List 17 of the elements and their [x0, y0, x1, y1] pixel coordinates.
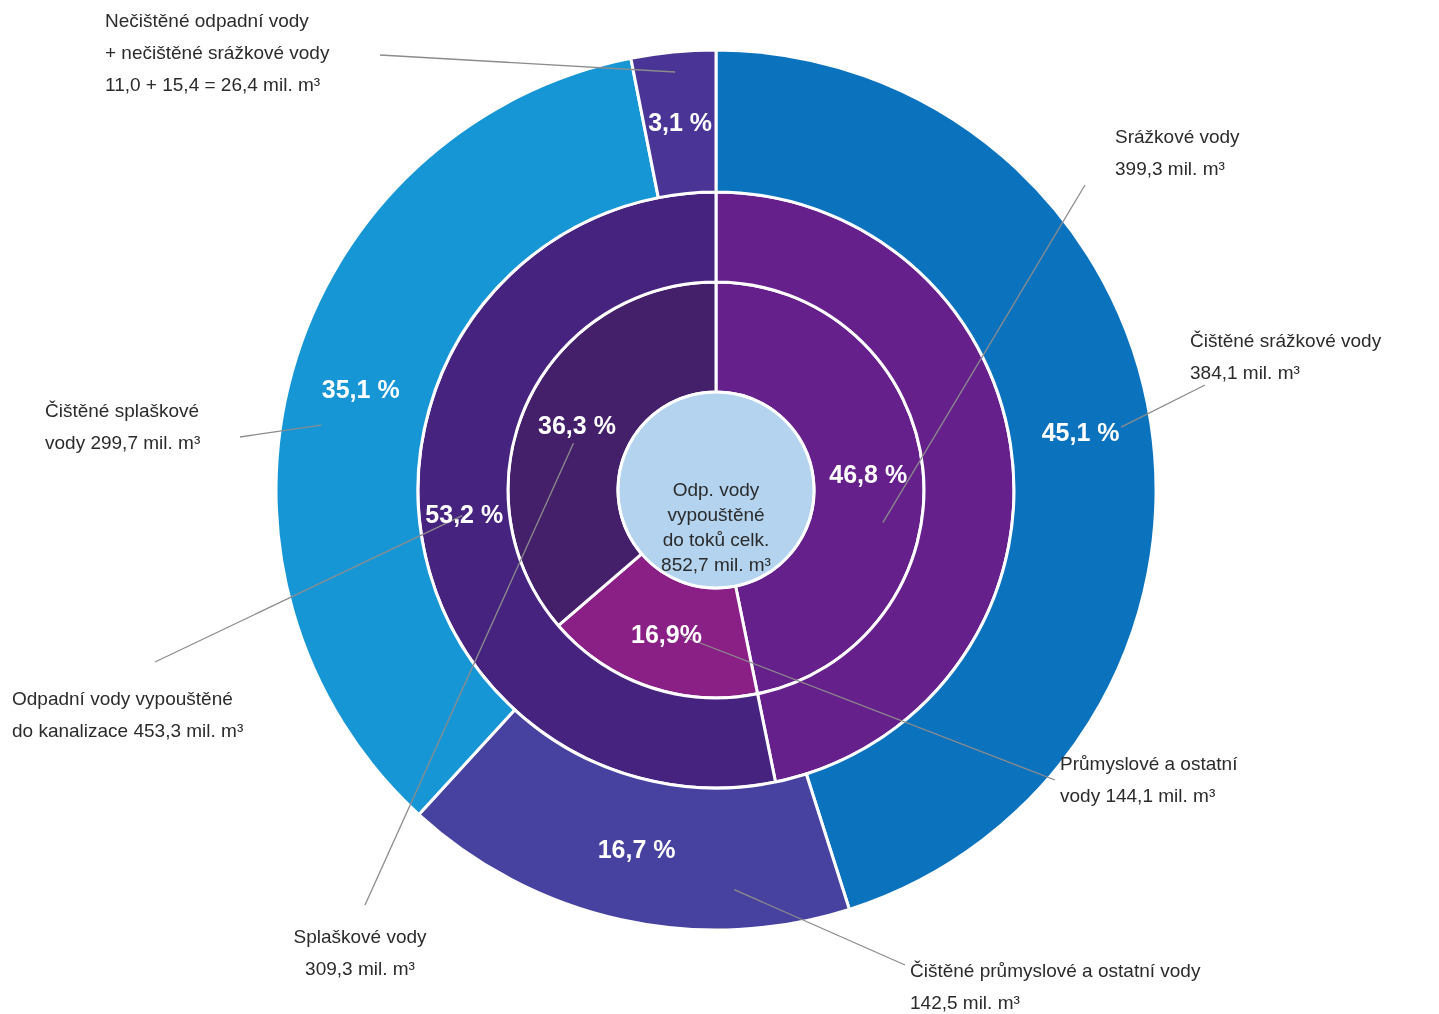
data-label: 45,1 %	[1041, 418, 1120, 447]
text: Odp. vody vypouštěné do toků celk. 852,7 mil. m³	[661, 479, 771, 575]
data-label: 35,1 %	[321, 375, 400, 404]
text: Čištěné splaškové vody 299,7 mil. m³	[45, 400, 201, 453]
text: Čištěné průmyslové a ostatní vody 142,5 mil. m³	[910, 960, 1201, 1013]
data-label: 16,7 %	[597, 835, 676, 864]
data-label: 46,8 %	[829, 459, 908, 488]
text: Splaškové vody 309,3 mil. m³	[293, 926, 428, 979]
text: Odpadní vody vypouštěné do kanalizace 453,3 mil. m³	[12, 688, 244, 741]
data-label: 53,2 %	[425, 500, 504, 529]
data-label: 36,3 %	[538, 411, 616, 440]
text: Průmyslové a ostatní vody 144,1 mil. m³	[1060, 753, 1239, 806]
text: Srážkové vody 399,3 mil. m³	[1115, 126, 1241, 179]
text: Nečištěné odpadní vody + nečištěné srážkové vody 11,0 + 15,4 = 26,4 mil. m³	[105, 10, 330, 95]
data-label: 16,9%	[631, 619, 702, 648]
data-label: 3,1 %	[648, 107, 713, 136]
text: Čištěné srážkové vody 384,1 mil. m³	[1190, 330, 1382, 383]
